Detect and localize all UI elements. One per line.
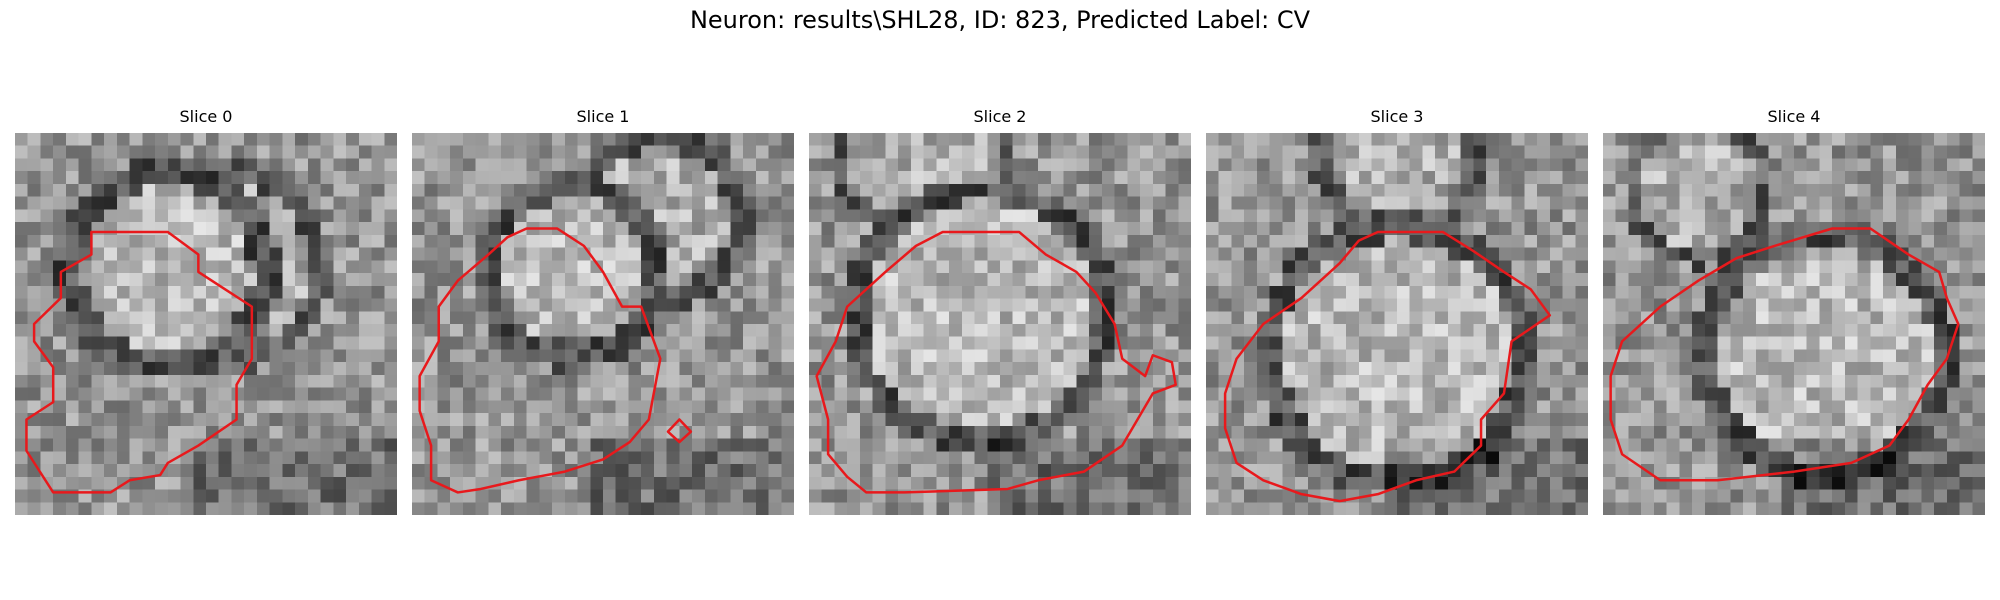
slice-panel-4: Slice 4 [1603, 107, 1985, 519]
cell-contour [420, 229, 661, 493]
slice-image-3 [1206, 133, 1588, 515]
figure-title: Neuron: results\SHL28, ID: 823, Predicte… [689, 6, 1311, 34]
slice-title-0: Slice 0 [179, 107, 233, 126]
slice-panel-3: Slice 3 [1206, 107, 1588, 519]
cell-contour [1611, 229, 1959, 481]
slice-title-1: Slice 1 [576, 107, 630, 126]
slice-panel-1: Slice 1 [412, 107, 794, 519]
slice-image-2 [809, 133, 1191, 515]
contour-overlay-3 [1206, 133, 1588, 515]
cell-contour [1225, 232, 1550, 501]
slice-panel-0: Slice 0 [15, 107, 397, 519]
contour-overlay-4 [1603, 133, 1985, 515]
slice-title-2: Slice 2 [973, 107, 1027, 126]
contour-overlay-2 [809, 133, 1191, 515]
slice-image-0 [15, 133, 397, 515]
slice-image-4 [1603, 133, 1985, 515]
slice-image-1 [412, 133, 794, 515]
cell-contour-fragment [668, 420, 691, 443]
slice-title-3: Slice 3 [1370, 107, 1424, 126]
slice-panel-2: Slice 2 [809, 107, 1191, 519]
cell-contour [817, 232, 1176, 492]
slice-title-4: Slice 4 [1767, 107, 1821, 126]
cell-contour [26, 232, 251, 492]
contour-overlay-0 [15, 133, 397, 515]
contour-overlay-1 [412, 133, 794, 515]
